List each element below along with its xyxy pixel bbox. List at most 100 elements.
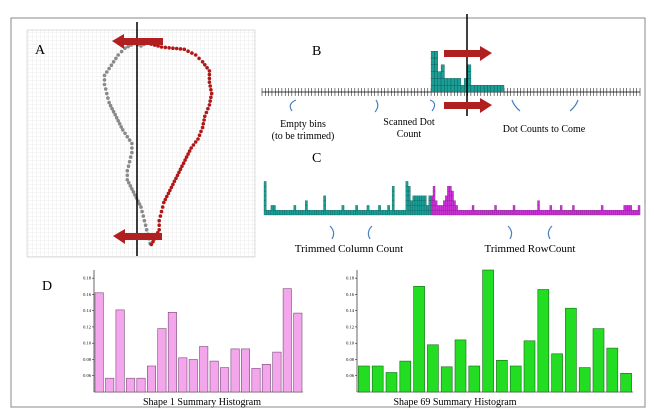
column-count-cell bbox=[414, 195, 418, 201]
column-count-cell bbox=[305, 210, 308, 216]
scanned-dot bbox=[102, 73, 107, 78]
scanned-count-cell bbox=[500, 84, 505, 93]
row-count-cell bbox=[445, 200, 448, 206]
column-count-cell bbox=[362, 210, 365, 216]
row-count-cell bbox=[547, 210, 550, 216]
row-count-cell bbox=[564, 210, 567, 216]
scanned-count-cell bbox=[430, 51, 435, 59]
scanned-dot bbox=[125, 173, 130, 178]
column-count-cell bbox=[405, 190, 409, 196]
y-tick-label: 0.16 bbox=[346, 292, 355, 297]
row-count-cell bbox=[566, 210, 569, 216]
unscanned-dot bbox=[186, 49, 190, 53]
scanned-count-cell bbox=[467, 78, 472, 86]
scanned-count-cell bbox=[430, 84, 435, 93]
column-count-cell bbox=[419, 200, 423, 206]
histogram-bar bbox=[592, 328, 605, 393]
row-count-cell bbox=[549, 210, 552, 216]
row-count-cell bbox=[451, 190, 454, 196]
row-count-cell bbox=[455, 205, 458, 211]
scanned-count-cell bbox=[434, 57, 438, 66]
column-count-cell bbox=[366, 205, 370, 211]
unscanned-dot bbox=[208, 84, 212, 88]
row-count-cell bbox=[432, 200, 436, 206]
row-count-cell bbox=[434, 205, 438, 211]
column-count-cell bbox=[405, 195, 409, 201]
histogram-bar bbox=[620, 372, 632, 393]
scanned-count-cell bbox=[440, 78, 445, 86]
row-count-cell bbox=[537, 200, 540, 206]
column-count-cell bbox=[325, 210, 329, 216]
column-count-cell bbox=[385, 210, 388, 216]
unscanned-dot bbox=[169, 185, 174, 190]
row-count-cell bbox=[582, 210, 585, 216]
unscanned-dot bbox=[163, 45, 168, 50]
unscanned-dot bbox=[205, 66, 209, 70]
column-count-cell bbox=[330, 210, 333, 216]
column-count-cell bbox=[314, 210, 317, 216]
row-count-cell bbox=[635, 210, 639, 216]
row-count-cell bbox=[484, 210, 487, 216]
unscanned-dot bbox=[159, 45, 164, 49]
column-count-cell bbox=[428, 205, 432, 211]
row-count-cell bbox=[543, 210, 546, 216]
row-count-cell bbox=[449, 186, 452, 192]
row-count-cell bbox=[430, 210, 434, 216]
column-count-cell bbox=[410, 210, 413, 216]
label-trimmed-row-count: Trimmed RowCount bbox=[485, 243, 576, 255]
row-count-cell bbox=[605, 210, 608, 216]
unscanned-dot bbox=[157, 223, 161, 227]
row-count-cell bbox=[598, 210, 602, 216]
row-count-cell bbox=[455, 210, 458, 216]
row-count-cell bbox=[449, 190, 452, 196]
scanned-count-cell bbox=[437, 84, 442, 93]
scanned-dot bbox=[127, 138, 132, 142]
unscanned-dot bbox=[199, 129, 203, 134]
histogram-bar bbox=[126, 377, 136, 393]
scanned-count-cell bbox=[444, 84, 448, 93]
column-count-cell bbox=[268, 210, 272, 216]
row-count-cell bbox=[447, 190, 450, 196]
row-count-cell bbox=[439, 210, 442, 216]
row-count-cell bbox=[568, 210, 571, 216]
row-count-cell bbox=[521, 210, 524, 216]
unscanned-dot bbox=[196, 137, 200, 141]
unscanned-dot bbox=[197, 56, 201, 61]
scanned-dot bbox=[130, 150, 134, 155]
row-count-cell bbox=[508, 210, 512, 216]
scanned-count-cell bbox=[434, 71, 438, 79]
column-count-cell bbox=[412, 195, 416, 201]
histogram-bar bbox=[251, 368, 261, 393]
scanned-count-cell bbox=[457, 84, 462, 93]
column-count-cell bbox=[293, 210, 297, 216]
unscanned-dot bbox=[182, 47, 187, 52]
column-count-cell bbox=[389, 210, 393, 216]
column-count-cell bbox=[263, 181, 267, 187]
column-count-cell bbox=[417, 195, 420, 201]
unscanned-dot bbox=[207, 69, 212, 73]
unscanned-dot bbox=[189, 146, 193, 150]
column-count-cell bbox=[263, 205, 267, 211]
row-count-cell bbox=[457, 210, 460, 216]
scanned-count-cell bbox=[467, 84, 472, 93]
row-count-cell bbox=[578, 210, 581, 216]
column-count-cell bbox=[414, 205, 418, 211]
unscanned-dot bbox=[178, 47, 183, 51]
column-count-cell bbox=[382, 210, 386, 216]
row-count-cell bbox=[443, 200, 446, 206]
row-count-cell bbox=[480, 210, 483, 216]
row-count-cell bbox=[600, 205, 604, 211]
column-count-cell bbox=[405, 186, 409, 192]
row-count-cell bbox=[436, 205, 440, 211]
row-count-cell bbox=[613, 210, 616, 216]
y-tick-label: 0.06 bbox=[83, 373, 92, 378]
scanned-dot bbox=[144, 228, 149, 232]
column-count-cell bbox=[341, 210, 345, 216]
scanned-dot bbox=[105, 70, 109, 74]
unscanned-dot bbox=[183, 158, 187, 162]
unscanned-dot bbox=[197, 133, 202, 137]
row-count-cell bbox=[572, 205, 575, 211]
row-count-cell bbox=[623, 205, 626, 211]
scanned-dot bbox=[121, 128, 125, 132]
scanned-count-cell bbox=[467, 64, 472, 72]
